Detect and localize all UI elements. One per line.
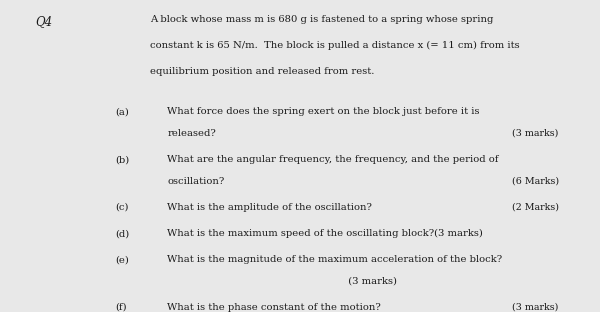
Text: equilibrium position and released from rest.: equilibrium position and released from r… [150, 67, 374, 76]
Text: (d): (d) [116, 229, 130, 238]
Text: (b): (b) [116, 155, 130, 164]
Text: constant k is 65 N/m.  The block is pulled a distance x (= 11 cm) from its: constant k is 65 N/m. The block is pulle… [150, 41, 520, 50]
Text: What is the phase constant of the motion?: What is the phase constant of the motion… [167, 303, 381, 312]
Text: (3 marks): (3 marks) [167, 277, 397, 286]
Text: (e): (e) [116, 255, 130, 264]
Text: What is the maximum speed of the oscillating block?(3 marks): What is the maximum speed of the oscilla… [167, 229, 483, 238]
Text: (c): (c) [116, 203, 129, 212]
Text: (a): (a) [116, 107, 130, 116]
Text: (f): (f) [116, 303, 127, 312]
Text: (6 Marks): (6 Marks) [512, 177, 559, 186]
Text: (2 Marks): (2 Marks) [512, 203, 559, 212]
Text: (3 marks): (3 marks) [512, 303, 559, 312]
Text: released?: released? [167, 129, 216, 138]
Text: A block whose mass m is 680 g is fastened to a spring whose spring: A block whose mass m is 680 g is fastene… [150, 15, 493, 24]
Text: What is the amplitude of the oscillation?: What is the amplitude of the oscillation… [167, 203, 372, 212]
Text: What is the magnitude of the maximum acceleration of the block?: What is the magnitude of the maximum acc… [167, 255, 502, 264]
Text: (3 marks): (3 marks) [512, 129, 559, 138]
Text: What force does the spring exert on the block just before it is: What force does the spring exert on the … [167, 107, 479, 116]
Text: What are the angular frequency, the frequency, and the period of: What are the angular frequency, the freq… [167, 155, 499, 164]
Text: Q4: Q4 [35, 15, 53, 28]
Text: oscillation?: oscillation? [167, 177, 224, 186]
